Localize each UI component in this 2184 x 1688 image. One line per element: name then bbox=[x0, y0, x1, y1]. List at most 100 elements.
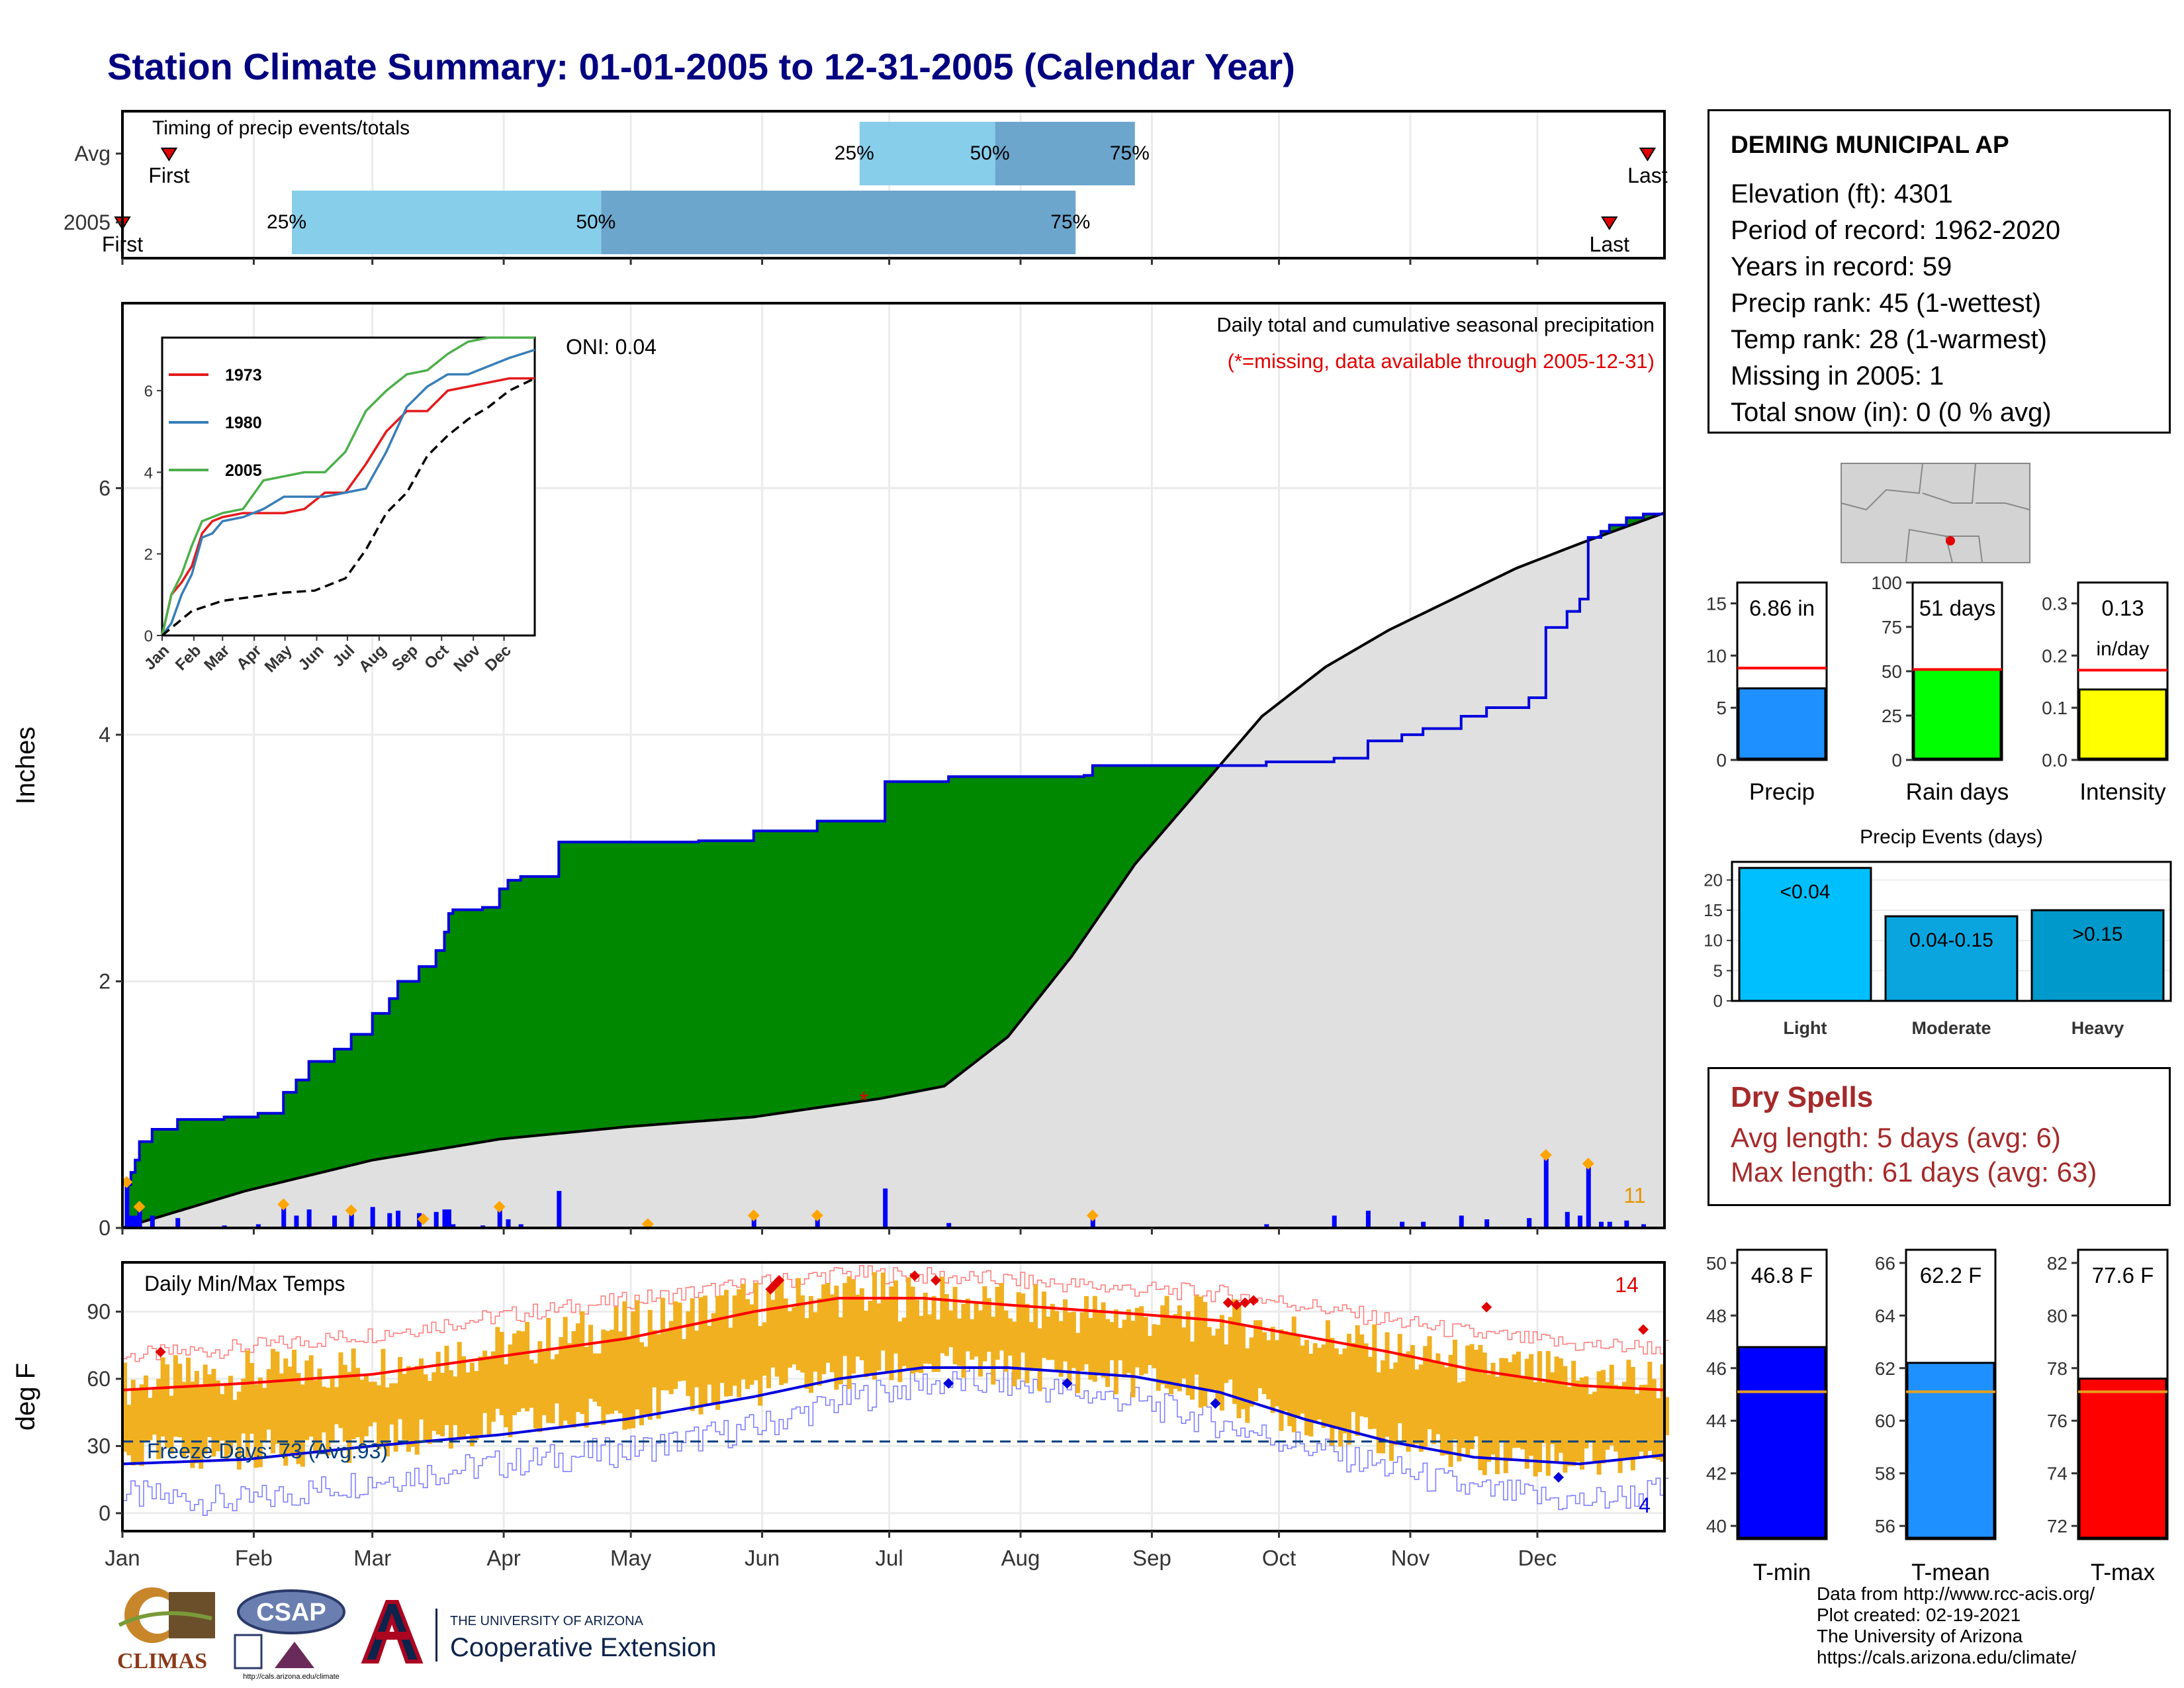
daily-temp-bar bbox=[529, 1360, 534, 1408]
daily-temp-bar bbox=[686, 1311, 691, 1396]
daily-precip-bar bbox=[281, 1207, 287, 1228]
daily-temp-bar bbox=[749, 1304, 754, 1385]
daily-precip-bar bbox=[306, 1209, 312, 1228]
daily-temp-bar bbox=[1402, 1356, 1407, 1442]
daily-temp-bar bbox=[440, 1372, 445, 1436]
daily-temp-bar bbox=[647, 1309, 653, 1420]
station-location-dot bbox=[1946, 536, 1955, 545]
daily-temp-bar bbox=[741, 1284, 746, 1380]
daily-temp-bar bbox=[936, 1319, 941, 1372]
daily-temp-bar bbox=[838, 1317, 843, 1385]
daily-temp-bar bbox=[1503, 1358, 1508, 1474]
daily-precip-bar bbox=[1565, 1211, 1570, 1228]
daily-precip-bar bbox=[883, 1188, 888, 1228]
daily-temp-bar bbox=[1499, 1358, 1504, 1442]
record-high-marker bbox=[1481, 1301, 1492, 1313]
daily-temp-bar bbox=[1160, 1305, 1165, 1385]
footer-line: Data from http://www.rcc-acis.org/ bbox=[1817, 1583, 2095, 1604]
tmax-summary-ytick-label: 78 bbox=[2047, 1358, 2068, 1379]
daily-temp-bar bbox=[855, 1294, 860, 1357]
daily-temp-bar bbox=[859, 1288, 864, 1360]
daily-temp-bar bbox=[474, 1371, 479, 1440]
daily-temp-bar bbox=[1215, 1329, 1220, 1406]
daily-temp-bar bbox=[317, 1368, 322, 1450]
daily-temp-bar bbox=[1164, 1295, 1169, 1389]
daily-temp-bar bbox=[872, 1272, 877, 1380]
daily-temp-bar bbox=[1359, 1334, 1365, 1417]
daily-temp-bar bbox=[1275, 1340, 1280, 1407]
daily-mark-diamond bbox=[1582, 1157, 1594, 1170]
month-label: Aug bbox=[1001, 1546, 1040, 1570]
daily-temp-bar bbox=[453, 1376, 458, 1425]
tmin-summary-ytick-label: 40 bbox=[1706, 1516, 1727, 1536]
daily-precip-bar bbox=[433, 1211, 439, 1228]
daily-precip-bar bbox=[451, 1224, 456, 1228]
precip-summary-ytick-label: 15 bbox=[1706, 594, 1727, 614]
inset-ytick-label: 0 bbox=[144, 628, 153, 645]
daily-temp-bar bbox=[1529, 1354, 1534, 1456]
daily-temp-bar bbox=[1351, 1342, 1356, 1412]
station-precip-rank: Precip rank: 45 (1-wettest) bbox=[1731, 289, 2042, 318]
inset-legend-label: 2005 bbox=[225, 461, 262, 480]
daily-temp-bar bbox=[1516, 1351, 1521, 1448]
daily-temp-bar bbox=[1541, 1382, 1547, 1444]
daily-temp-bar bbox=[232, 1399, 238, 1443]
daily-temp-bar bbox=[1346, 1333, 1351, 1445]
tmean-summary-ytick-label: 56 bbox=[1875, 1516, 1895, 1536]
record-low-marker bbox=[1210, 1398, 1221, 1409]
daily-temp-bar bbox=[1651, 1379, 1657, 1459]
daily-temp-bar bbox=[1381, 1360, 1386, 1454]
daily-temp-bar bbox=[1600, 1370, 1606, 1464]
record-high-count: 14 bbox=[1615, 1273, 1639, 1297]
daily-temp-bar bbox=[834, 1286, 839, 1390]
daily-temp-bar bbox=[1118, 1328, 1123, 1360]
daily-temp-bar bbox=[1584, 1376, 1589, 1449]
daily-temp-bar bbox=[910, 1286, 915, 1374]
daily-temp-bar bbox=[253, 1384, 259, 1468]
tmax-summary-label: T-max bbox=[2091, 1560, 2156, 1585]
daily-temp-bar bbox=[745, 1299, 750, 1389]
daily-precip-bar bbox=[133, 1215, 138, 1228]
daily-temp-bar bbox=[1058, 1321, 1064, 1377]
daily-temp-bar bbox=[821, 1284, 827, 1374]
daily-temp-bar bbox=[1007, 1318, 1013, 1356]
rain-days-summary-ytick-label: 0 bbox=[1891, 750, 1902, 771]
daily-temp-bar bbox=[139, 1384, 144, 1466]
daily-temp-bar bbox=[715, 1295, 721, 1410]
daily-temp-bar bbox=[1457, 1382, 1462, 1462]
daily-temp-bar bbox=[469, 1362, 475, 1446]
daily-temp-bar bbox=[186, 1357, 191, 1454]
daily-temp-bar bbox=[1042, 1291, 1047, 1358]
daily-temp-bar bbox=[1465, 1345, 1471, 1457]
daily-temp-bar bbox=[1630, 1366, 1635, 1471]
daily-temp-bar bbox=[215, 1380, 220, 1452]
daily-temp-bar bbox=[495, 1327, 500, 1409]
daily-temp-bar bbox=[1647, 1362, 1653, 1451]
daily-temp-bar bbox=[512, 1333, 517, 1415]
daily-temp-bar bbox=[1596, 1371, 1602, 1475]
daily-temp-bar bbox=[1122, 1319, 1127, 1378]
daily-temp-bar bbox=[1418, 1364, 1424, 1452]
daily-temp-bar bbox=[792, 1307, 797, 1365]
record-low-count: 4 bbox=[1639, 1493, 1651, 1517]
daily-temp-bar bbox=[1385, 1332, 1390, 1437]
inset-legend-label: 1980 bbox=[225, 414, 262, 432]
daily-temp-bar bbox=[774, 1281, 780, 1377]
daily-temp-bar bbox=[1075, 1333, 1081, 1393]
month-label: May bbox=[610, 1546, 652, 1570]
precip-ytick-label: 6 bbox=[99, 476, 111, 500]
station-missing: Missing in 2005: 1 bbox=[1731, 361, 1944, 391]
daily-temp-bar bbox=[1190, 1341, 1195, 1400]
daily-temp-bar bbox=[656, 1334, 661, 1419]
daily-temp-bar bbox=[1016, 1292, 1021, 1380]
daily-temp-bar bbox=[1054, 1311, 1060, 1371]
precip-events-bar-label: >0.15 bbox=[2073, 923, 2123, 945]
daily-temp-bar bbox=[190, 1382, 195, 1468]
daily-mark-diamond bbox=[811, 1209, 823, 1222]
timing-label-75: 75% bbox=[1110, 142, 1150, 164]
tmean-summary-value-label: 62.2 F bbox=[1920, 1263, 1982, 1288]
locator-map-borders bbox=[1841, 463, 2030, 563]
daily-temp-bar bbox=[1609, 1364, 1614, 1446]
month-label: Dec bbox=[1518, 1546, 1557, 1570]
intensity-summary-ytick-label: 0.2 bbox=[2042, 645, 2068, 666]
